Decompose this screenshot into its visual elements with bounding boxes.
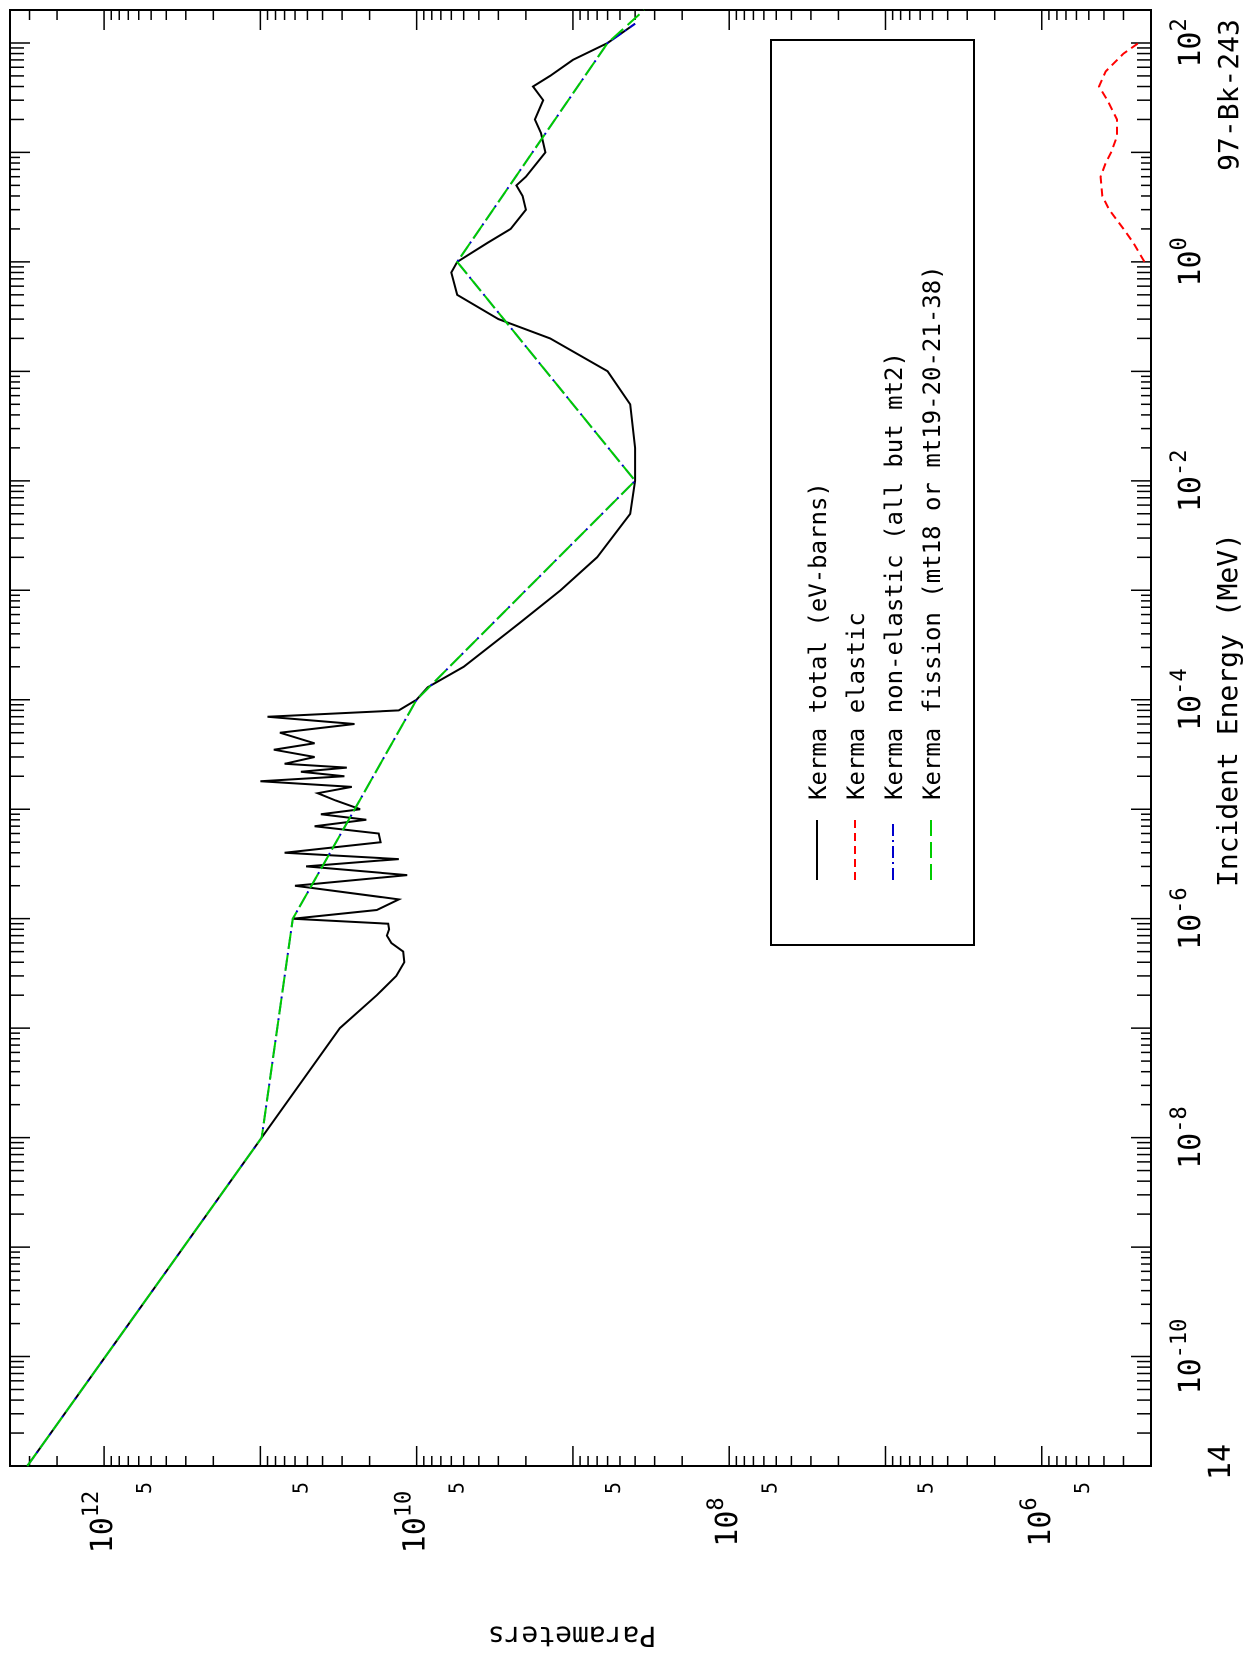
ticks-layer [9, 9, 1152, 1467]
y-minor-label: 5 [1070, 1482, 1094, 1494]
y-axis-title: Parameters [488, 1620, 657, 1653]
x-tick-label: 100 [1167, 237, 1208, 286]
series-line-0 [26, 22, 637, 1467]
x-tick-label: 10-6 [1167, 887, 1208, 950]
y-minor-label: 5 [601, 1482, 625, 1494]
legend-label-0: Kerma total (eV-barns) [804, 482, 832, 800]
y-tick-label: 1012 [79, 1491, 120, 1554]
series-line-3 [26, 9, 645, 1467]
x-tick-label-text: 10-10 [1167, 1319, 1208, 1395]
series-line-1 [1097, 42, 1146, 263]
y-tick-label-text: 1012 [79, 1491, 120, 1554]
x-tick-label-text: 10-6 [1167, 887, 1208, 950]
labels-layer: 10-10 10-8 10-6 10-4 10-2 100 102 1012 1010 108 10… [79, 18, 1208, 1553]
x-axis-title: Incident Energy (MeV) [1211, 533, 1244, 887]
y-tick-label-text: 1010 [392, 1491, 433, 1554]
x-tick-label-text: 102 [1167, 18, 1208, 67]
y-minor-label: 5 [445, 1482, 469, 1494]
y-minor-label: 5 [757, 1482, 781, 1494]
x-tick-label: 10-4 [1167, 668, 1208, 731]
legend: Kerma total (eV-barns) Kerma elastic Kerma… [770, 39, 975, 946]
y-tick-label: 1010 [392, 1491, 433, 1554]
y-minor-label: 5 [132, 1482, 156, 1494]
material-label: 97-Bk-243 [1212, 19, 1245, 171]
legend-label-3: Kerma fission (mt18 or mt19-20-21-38) [918, 265, 946, 800]
y-minor-label: 5 [914, 1482, 938, 1494]
x-tick-label: 10-2 [1167, 450, 1208, 513]
series-layer [26, 9, 1146, 1467]
y-tick-label: 106 [1017, 1497, 1058, 1546]
y-minor-label: 5 [288, 1482, 312, 1494]
y-tick-label-text: 106 [1017, 1497, 1058, 1546]
x-tick-label: 10-8 [1167, 1106, 1208, 1169]
legend-box [770, 39, 975, 946]
x-tick-label-text: 10-2 [1167, 450, 1208, 513]
corner-label: 14 [1203, 1444, 1238, 1480]
y-tick-label-text: 108 [704, 1497, 745, 1546]
y-tick-label: 108 [704, 1497, 745, 1546]
x-tick-label-text: 100 [1167, 237, 1208, 286]
legend-label-1: Kerma elastic [842, 612, 870, 800]
x-tick-label: 10-10 [1167, 1319, 1208, 1395]
x-tick-label-text: 10-8 [1167, 1106, 1208, 1169]
x-tick-label: 102 [1167, 18, 1208, 67]
legend-label-2: Kerma non-elastic (all but mt2) [880, 352, 908, 800]
x-tick-label-text: 10-4 [1167, 668, 1208, 731]
